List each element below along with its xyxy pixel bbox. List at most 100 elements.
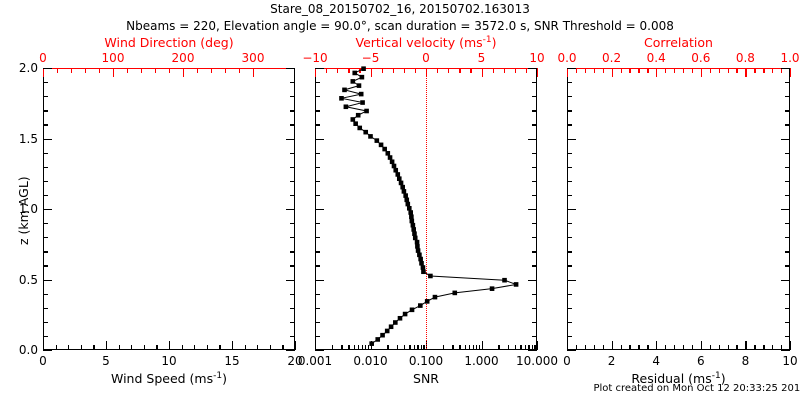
panel-snr-ytick-major-right xyxy=(528,138,537,140)
panel-wind-top-xtick-label: 200 xyxy=(171,51,195,65)
panel-wind-xtick-minor xyxy=(244,345,246,350)
panel-residual-top-xtick-label: 1.0 xyxy=(780,51,800,65)
panel-wind-top-axis-title: Wind Direction (deg) xyxy=(104,35,234,50)
panel-residual-ytick-minor xyxy=(567,265,572,267)
panel-wind-ytick-minor xyxy=(43,237,48,239)
panel-snr-top-xtick-label: 5 xyxy=(477,51,486,65)
panel-snr-ytick-minor xyxy=(315,237,320,239)
panel-snr-threshold-line xyxy=(426,69,427,349)
panel-residual-xtick-minor xyxy=(772,345,774,350)
panel-snr-xtick-minor xyxy=(409,345,411,350)
panel-snr-xtick-label: 0.001 xyxy=(297,354,333,368)
panel-snr-ytick-minor xyxy=(315,194,320,197)
panel-snr-xtick-minor xyxy=(534,345,536,350)
plot-title-primary: Stare_08_20150702_16, 20150702.163013 xyxy=(270,2,530,16)
panel-wind-ytick-minor xyxy=(43,194,48,197)
panel-residual-xtick-minor xyxy=(647,345,649,350)
panel-snr-top-xtick-minor xyxy=(514,68,517,73)
panel-residual-ytick-minor xyxy=(567,96,572,98)
panel-wind-top-xtick-minor xyxy=(211,68,213,73)
panel-wind-top-xtick-minor xyxy=(197,68,199,73)
y-axis-tick-label: 1.5 xyxy=(18,131,38,146)
y-axis-tick-label: 0.0 xyxy=(18,343,38,357)
panel-snr-ytick-major xyxy=(315,350,324,352)
panel-wind-top-xtick-minor xyxy=(71,68,73,73)
panel-wind-top-xtick-label: 100 xyxy=(101,51,125,65)
panel-residual-ytick-major-right xyxy=(781,209,790,211)
panel-wind-ytick-major-right xyxy=(286,68,295,70)
panel-snr-ytick-minor xyxy=(532,251,537,253)
plot-subtitle-text: Nbeams = 220, Elevation angle = 90.0°, s… xyxy=(126,19,674,33)
panel-wind-ytick-minor xyxy=(290,237,295,239)
panel-wind-top-xtick-major xyxy=(183,68,185,77)
panel-wind-top-xtick-minor xyxy=(155,68,157,73)
panel-residual-ytick-minor xyxy=(785,110,790,112)
panel-snr-ytick-minor xyxy=(315,251,320,253)
panel-snr-ytick-minor xyxy=(532,152,537,154)
panel-snr-top-xtick-minor xyxy=(326,68,328,73)
panel-snr-ytick-minor xyxy=(532,82,537,84)
plot-title-secondary: Nbeams = 220, Elevation angle = 90.0°, s… xyxy=(126,19,674,33)
panel-wind-ytick-minor xyxy=(290,180,295,183)
panel-snr-ytick-minor xyxy=(315,321,320,324)
panel-wind-ytick-major xyxy=(43,138,52,140)
panel-snr-top-axis-title: Vertical velocity (ms-1) xyxy=(355,35,497,51)
panel-residual-top-xtick-label: 0.8 xyxy=(735,51,755,65)
panel-snr-ytick-minor xyxy=(315,223,320,225)
panel-residual-ytick-major-right xyxy=(781,350,790,352)
panel-snr-xtick-major xyxy=(537,341,539,350)
panel-wind-xtick-minor xyxy=(194,345,196,350)
panel-snr-top-xtick-label: 10 xyxy=(529,51,545,65)
panel-wind-ytick-minor xyxy=(290,335,295,338)
panel-wind-ytick-minor xyxy=(43,335,48,338)
panel-wind-ytick-major xyxy=(43,68,52,70)
panel-snr-xtick-minor xyxy=(452,345,454,350)
panel-residual-ytick-minor xyxy=(567,124,572,126)
panel-wind-top-xtick-minor xyxy=(239,68,241,73)
panel-residual-ytick-minor xyxy=(785,152,790,154)
panel-residual-ytick-minor xyxy=(785,335,790,338)
panel-snr-xtick-minor xyxy=(420,345,422,350)
panel-residual-top-xtick-major xyxy=(611,68,613,77)
panel-snr-top-xtick-minor xyxy=(337,68,339,73)
panel-snr-top-xtick-label: 0 xyxy=(422,51,430,65)
panel-residual-xtick-minor xyxy=(727,345,729,350)
panel-snr-xtick-minor xyxy=(472,345,475,350)
panel-residual-ytick-minor xyxy=(785,96,790,98)
panel-snr-xtick-minor xyxy=(520,345,522,350)
panel-wind-xtick-major xyxy=(232,341,234,350)
panel-residual-top-xtick-minor xyxy=(620,68,622,73)
panel-snr-ytick-major-right xyxy=(528,209,537,211)
panel-snr-xtick-minor xyxy=(459,345,461,350)
panel-residual-xtick-minor xyxy=(584,345,587,350)
panel-wind-ytick-minor xyxy=(290,166,295,168)
panel-snr-top-xtick-major xyxy=(370,68,372,77)
panel-wind-top-xtick-minor xyxy=(127,68,129,73)
panel-snr-xtick-minor xyxy=(387,345,389,350)
panel-wind-xtick-minor xyxy=(80,345,83,350)
panel-residual-ytick-major xyxy=(567,279,576,281)
panel-residual-ytick-major-right xyxy=(781,68,790,70)
panel-residual-ytick-minor xyxy=(567,180,572,183)
panel-residual-xtick-label: 2 xyxy=(607,354,616,368)
panel-wind-ytick-minor xyxy=(290,82,295,84)
panel-residual-xtick-minor xyxy=(718,345,720,350)
panel-snr-xtick-minor xyxy=(423,345,425,350)
panel-residual-ytick-major xyxy=(567,350,576,352)
panel-residual-top-xtick-major xyxy=(567,68,569,77)
panel-wind-xtick-minor xyxy=(143,345,146,350)
panel-wind-ytick-minor xyxy=(290,194,295,197)
panel-wind-xtick-label: 10 xyxy=(161,354,177,368)
panel-residual-ytick-minor xyxy=(785,223,790,225)
panel-residual-ytick-major-right xyxy=(781,279,790,281)
panel-residual-ytick-minor xyxy=(567,335,572,338)
panel-snr-top-xtick-minor xyxy=(525,68,528,73)
panel-wind-xtick-minor xyxy=(206,345,209,350)
panel-residual-xtick-major xyxy=(611,341,613,350)
panel-wind-ytick-minor xyxy=(43,265,48,267)
panel-residual-top-xtick-minor xyxy=(772,68,774,73)
panel-residual-ytick-major xyxy=(567,209,576,211)
panel-wind-xtick-label: 20 xyxy=(287,354,303,368)
panel-snr-xtick-minor xyxy=(417,345,419,350)
panel-residual-top-xtick-minor xyxy=(665,68,667,73)
